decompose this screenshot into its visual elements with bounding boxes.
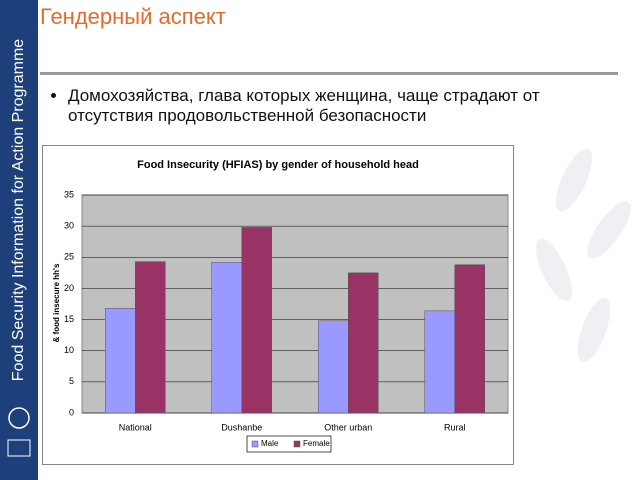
- y-tick-label: 30: [64, 221, 74, 231]
- divider: [40, 72, 618, 75]
- bar: [318, 320, 349, 414]
- y-tick-label: 10: [64, 345, 74, 355]
- bar: [135, 261, 166, 414]
- bar: [454, 264, 485, 414]
- bar: [211, 262, 242, 414]
- decoration: [535, 148, 631, 363]
- bullet-list: Домохозяйства, глава которых женщина, ча…: [48, 86, 608, 126]
- legend-swatch: [293, 440, 301, 448]
- legend-label: Female: [303, 439, 330, 448]
- logos: [7, 407, 31, 457]
- legend-label: Male: [261, 439, 279, 448]
- y-tick-label: 20: [64, 283, 74, 293]
- y-tick-label: 0: [69, 407, 74, 417]
- y-axis-label: & food insecure hh's: [52, 263, 61, 342]
- bar: [348, 272, 379, 414]
- sidebar: Food Security Information for Action Pro…: [0, 0, 38, 480]
- y-tick-label: 5: [69, 376, 74, 386]
- x-tick-label: National: [119, 422, 152, 432]
- y-tick-label: 35: [64, 189, 74, 199]
- x-tick-label: Other urban: [324, 422, 372, 432]
- eu-logo: [7, 439, 31, 457]
- x-tick-label: Rural: [444, 422, 466, 432]
- x-tick-label: Dushanbe: [221, 422, 262, 432]
- sidebar-text: Food Security Information for Action Pro…: [10, 38, 27, 382]
- chart-title: Food Insecurity (HFIAS) by gender of hou…: [137, 159, 419, 171]
- y-tick-label: 25: [64, 252, 74, 262]
- fao-logo: [8, 407, 30, 429]
- bar: [241, 227, 272, 414]
- bar: [105, 308, 136, 414]
- y-tick-label: 15: [64, 314, 74, 324]
- chart: Food Insecurity (HFIAS) by gender of hou…: [42, 145, 514, 465]
- bar: [424, 310, 455, 414]
- legend-swatch: [251, 440, 259, 448]
- slide-title: Гендерный аспект: [40, 4, 226, 29]
- bullet: Домохозяйства, глава которых женщина, ча…: [68, 86, 608, 126]
- legend-box: [246, 435, 332, 453]
